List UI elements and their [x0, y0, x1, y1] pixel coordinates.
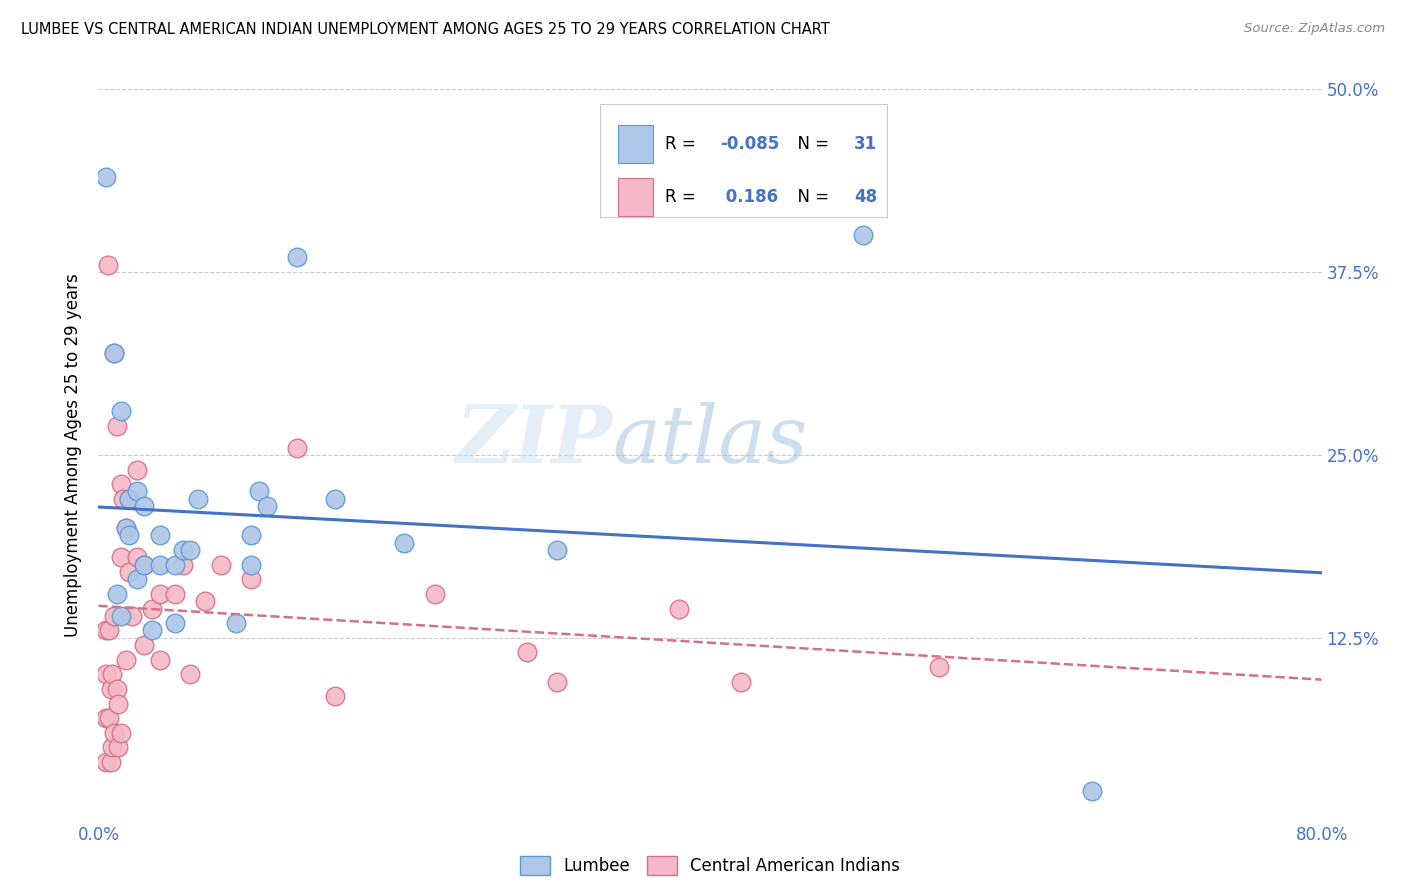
Point [118, 565, 141, 579]
Text: N =: N = [787, 187, 835, 205]
Point [149, 587, 172, 601]
Point [118, 491, 141, 506]
Point [172, 558, 194, 572]
Point [852, 228, 875, 243]
Point [163, 587, 186, 601]
Point [240, 572, 263, 586]
Point [105, 681, 128, 696]
Legend: Lumbee, Central American Indians: Lumbee, Central American Indians [513, 849, 907, 882]
Point [194, 594, 217, 608]
Text: ZIP: ZIP [456, 401, 612, 479]
Point [240, 558, 263, 572]
Point [163, 616, 186, 631]
Point [125, 572, 148, 586]
Point [1081, 784, 1104, 798]
Point [94, 169, 117, 184]
Point [240, 528, 263, 542]
Point [121, 608, 143, 623]
Point [209, 558, 232, 572]
Point [134, 499, 156, 513]
Point [325, 690, 347, 704]
Point [179, 667, 201, 681]
Point [546, 543, 568, 558]
Text: R =: R = [665, 187, 700, 205]
Point [101, 740, 124, 755]
Point [125, 550, 148, 565]
Text: R =: R = [665, 135, 700, 153]
Point [105, 587, 128, 601]
Point [141, 624, 163, 638]
Point [115, 521, 138, 535]
Point [423, 587, 446, 601]
Text: -0.085: -0.085 [720, 135, 779, 153]
Text: LUMBEE VS CENTRAL AMERICAN INDIAN UNEMPLOYMENT AMONG AGES 25 TO 29 YEARS CORRELA: LUMBEE VS CENTRAL AMERICAN INDIAN UNEMPL… [21, 22, 830, 37]
Point [668, 601, 690, 615]
Point [325, 491, 347, 506]
Point [107, 697, 129, 711]
Point [100, 681, 122, 696]
Point [100, 755, 122, 769]
Point [98, 711, 121, 725]
Point [118, 528, 141, 542]
Point [115, 521, 138, 535]
FancyBboxPatch shape [600, 103, 887, 218]
Point [110, 550, 132, 565]
Point [546, 674, 568, 689]
Point [187, 491, 209, 506]
Point [149, 653, 172, 667]
Text: 31: 31 [855, 135, 877, 153]
Point [115, 653, 138, 667]
Point [125, 484, 148, 499]
Y-axis label: Unemployment Among Ages 25 to 29 years: Unemployment Among Ages 25 to 29 years [65, 273, 83, 637]
Point [163, 558, 186, 572]
Point [516, 645, 538, 659]
Point [134, 558, 156, 572]
Point [105, 418, 128, 433]
Point [149, 528, 172, 542]
Point [247, 484, 270, 499]
Point [110, 608, 132, 623]
Point [94, 624, 117, 638]
Point [125, 462, 148, 476]
FancyBboxPatch shape [619, 178, 652, 216]
Point [98, 624, 121, 638]
Point [256, 499, 278, 513]
Point [94, 755, 117, 769]
Point [103, 345, 125, 359]
Text: 48: 48 [855, 187, 877, 205]
Text: atlas: atlas [612, 401, 807, 479]
Point [110, 404, 132, 418]
Point [134, 558, 156, 572]
Point [110, 477, 132, 491]
Point [285, 441, 308, 455]
Text: 0.186: 0.186 [720, 187, 778, 205]
Text: Source: ZipAtlas.com: Source: ZipAtlas.com [1244, 22, 1385, 36]
Point [392, 535, 416, 549]
Point [149, 558, 172, 572]
Point [97, 258, 120, 272]
Point [928, 660, 950, 674]
Point [101, 667, 124, 681]
FancyBboxPatch shape [619, 125, 652, 162]
Point [134, 638, 156, 652]
Point [141, 601, 163, 615]
Point [285, 251, 308, 265]
Point [225, 616, 247, 631]
Point [107, 740, 129, 755]
Point [172, 543, 194, 558]
Point [110, 726, 132, 740]
Point [179, 543, 201, 558]
Point [103, 608, 125, 623]
Point [103, 726, 125, 740]
Point [111, 491, 134, 506]
Point [94, 667, 117, 681]
Text: N =: N = [787, 135, 835, 153]
Point [103, 345, 125, 359]
Point [94, 711, 117, 725]
Point [730, 674, 752, 689]
Point [118, 491, 141, 506]
